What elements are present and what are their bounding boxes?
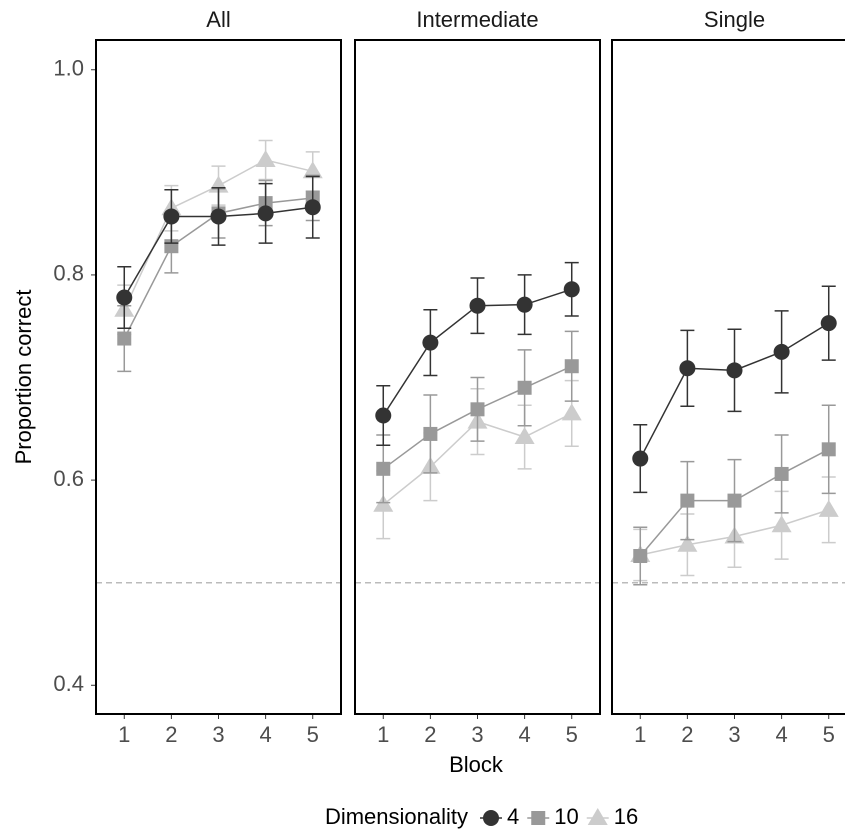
point bbox=[633, 549, 648, 564]
legend-label: 4 bbox=[507, 804, 519, 829]
x-tick-label: 3 bbox=[728, 722, 740, 747]
point bbox=[210, 208, 227, 225]
x-axis-title: Block bbox=[449, 752, 504, 777]
point bbox=[423, 426, 438, 441]
y-tick-label: 1.0 bbox=[53, 56, 84, 81]
panel-title: Single bbox=[704, 7, 765, 32]
point bbox=[677, 534, 698, 552]
point bbox=[727, 493, 742, 508]
x-tick-label: 4 bbox=[259, 722, 271, 747]
x-tick-label: 3 bbox=[471, 722, 483, 747]
point bbox=[563, 281, 580, 298]
point bbox=[680, 493, 695, 508]
point bbox=[564, 359, 579, 374]
point bbox=[517, 380, 532, 395]
y-axis-title: Proportion correct bbox=[11, 290, 36, 465]
legend-label: 16 bbox=[614, 804, 638, 829]
x-tick-label: 2 bbox=[165, 722, 177, 747]
x-tick-label: 4 bbox=[518, 722, 530, 747]
point bbox=[470, 402, 485, 417]
point bbox=[820, 315, 837, 332]
point bbox=[304, 199, 321, 216]
legend-label: 10 bbox=[554, 804, 578, 829]
y-tick-label: 0.8 bbox=[53, 261, 84, 286]
point bbox=[821, 442, 836, 457]
x-tick-label: 5 bbox=[307, 722, 319, 747]
legend-key bbox=[587, 808, 608, 825]
y-tick-label: 0.4 bbox=[53, 671, 84, 696]
x-tick-label: 1 bbox=[118, 722, 130, 747]
point bbox=[561, 403, 582, 421]
point bbox=[516, 296, 533, 313]
point bbox=[163, 208, 180, 225]
point bbox=[632, 450, 649, 467]
point bbox=[422, 334, 439, 351]
x-tick-label: 3 bbox=[212, 722, 224, 747]
point bbox=[679, 360, 696, 377]
point bbox=[774, 466, 789, 481]
x-tick-label: 5 bbox=[823, 722, 835, 747]
panel-border bbox=[95, 39, 342, 715]
point bbox=[375, 407, 392, 424]
point bbox=[302, 161, 323, 179]
x-tick-label: 5 bbox=[566, 722, 578, 747]
panel-title: Intermediate bbox=[416, 7, 538, 32]
point bbox=[376, 461, 391, 476]
x-tick-label: 1 bbox=[634, 722, 646, 747]
panel-border bbox=[611, 39, 845, 715]
point bbox=[726, 362, 743, 379]
point bbox=[773, 343, 790, 360]
legend-title: Dimensionality bbox=[325, 804, 468, 829]
point bbox=[771, 515, 792, 533]
panel-title: All bbox=[206, 7, 230, 32]
y-tick-label: 0.6 bbox=[53, 466, 84, 491]
point bbox=[116, 289, 133, 306]
x-tick-label: 4 bbox=[775, 722, 787, 747]
point bbox=[257, 205, 274, 222]
legend-key bbox=[531, 811, 546, 825]
x-tick-label: 2 bbox=[424, 722, 436, 747]
x-tick-label: 2 bbox=[681, 722, 693, 747]
x-tick-label: 1 bbox=[377, 722, 389, 747]
point bbox=[469, 297, 486, 314]
panel-border bbox=[354, 39, 601, 715]
point bbox=[514, 427, 535, 445]
point bbox=[117, 331, 132, 346]
legend-key bbox=[483, 810, 499, 826]
point bbox=[255, 150, 276, 168]
point bbox=[818, 499, 839, 517]
